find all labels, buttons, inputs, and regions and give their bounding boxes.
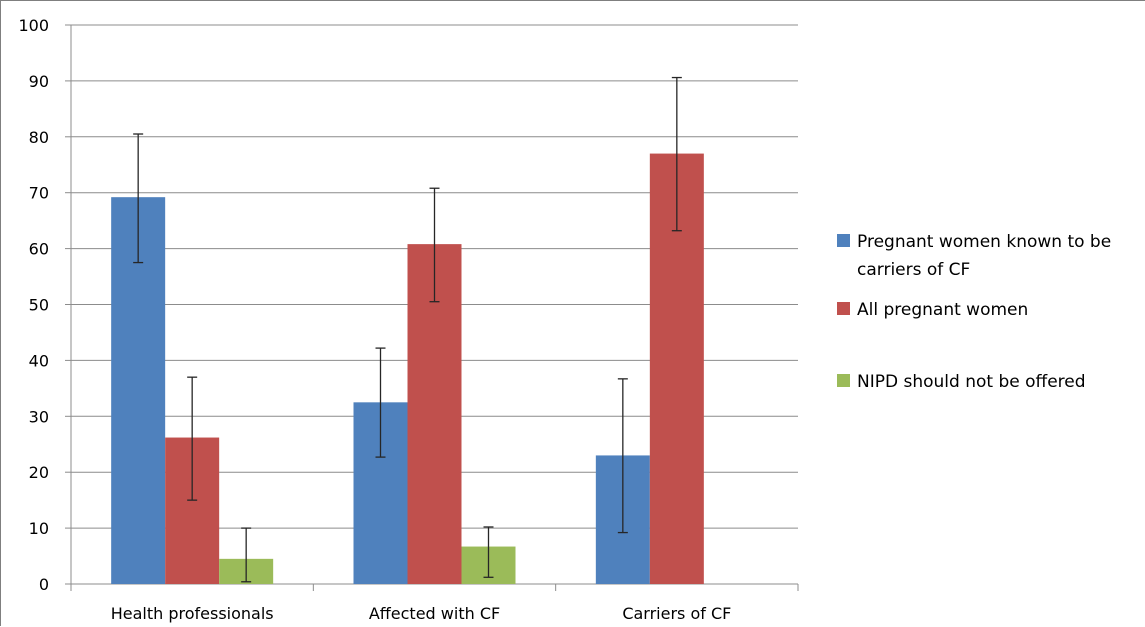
y-tick-label: 90: [29, 72, 49, 91]
legend-label: All pregnant women: [857, 300, 1028, 320]
y-tick-label: 80: [29, 128, 49, 147]
x-category-label: Health professionals: [111, 604, 274, 623]
x-category-label: Affected with CF: [369, 604, 500, 623]
legend-swatch: [837, 302, 850, 315]
y-tick-label: 0: [39, 575, 49, 594]
legend-label: carriers of CF: [857, 260, 970, 280]
y-tick-label: 60: [29, 240, 49, 259]
y-tick-label: 70: [29, 184, 49, 203]
y-tick-label: 30: [29, 407, 49, 426]
legend-label: Pregnant women known to be: [857, 232, 1111, 252]
y-tick-label: 100: [18, 16, 49, 35]
y-tick-label: 40: [29, 351, 49, 370]
y-tick-label: 10: [29, 519, 49, 538]
x-category-label: Carriers of CF: [622, 604, 731, 623]
y-tick-label: 20: [29, 463, 49, 482]
y-tick-label: 50: [29, 296, 49, 315]
legend-swatch: [837, 234, 850, 247]
legend-swatch: [837, 374, 850, 387]
legend-label: NIPD should not be offered: [857, 372, 1086, 392]
